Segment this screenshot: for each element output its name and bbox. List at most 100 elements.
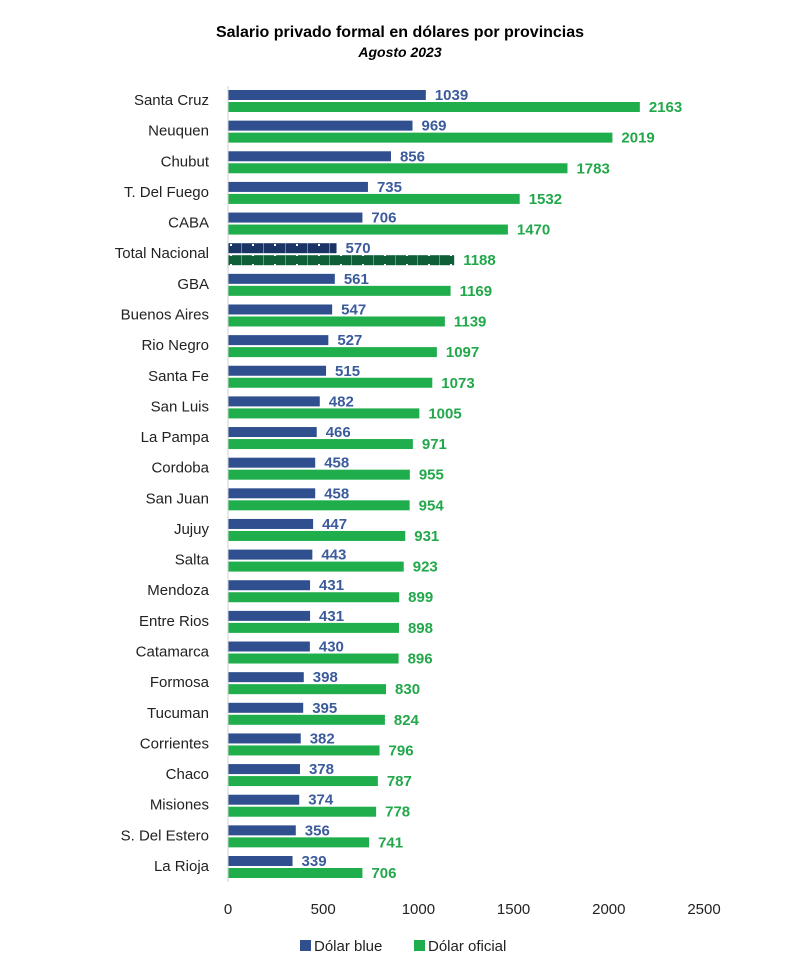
data-label-blue: 356	[305, 822, 330, 839]
category-label: San Juan	[146, 490, 209, 507]
data-label-oficial: 954	[419, 497, 445, 514]
bar-dolar-blue	[228, 764, 300, 775]
data-label-blue: 515	[335, 363, 360, 380]
category-label: Total Nacional	[115, 245, 209, 262]
data-label-oficial: 824	[394, 712, 420, 729]
data-label-blue: 482	[329, 393, 354, 410]
chart-title: Salario privado formal en dólares por pr…	[216, 24, 584, 41]
category-label: Chubut	[161, 153, 210, 170]
data-label-blue: 382	[310, 730, 335, 747]
category-label: Mendoza	[147, 582, 209, 599]
data-label-oficial: 1783	[576, 160, 609, 177]
data-label-oficial: 931	[414, 528, 439, 545]
bar-dolar-oficial	[228, 408, 420, 419]
bar-dolar-oficial	[228, 377, 433, 388]
category-label: Jujuy	[174, 521, 210, 538]
data-label-oficial: 778	[385, 804, 410, 821]
bar-dolar-blue	[228, 304, 333, 315]
data-label-blue: 735	[377, 179, 402, 196]
data-label-oficial: 796	[389, 742, 414, 759]
data-label-blue: 458	[324, 455, 349, 472]
data-label-blue: 706	[371, 210, 396, 227]
bar-dolar-oficial	[228, 347, 437, 358]
x-tick-label: 2500	[687, 901, 720, 918]
category-label: La Pampa	[141, 429, 210, 446]
bar-dolar-oficial	[228, 255, 455, 266]
data-label-oficial: 1470	[517, 222, 550, 239]
data-label-blue: 431	[319, 577, 344, 594]
bar-dolar-blue	[228, 120, 413, 131]
data-label-blue: 378	[309, 761, 334, 778]
bar-dolar-oficial	[228, 868, 363, 878]
data-label-oficial: 1169	[460, 283, 493, 300]
bar-dolar-blue	[228, 610, 311, 621]
data-label-oficial: 899	[408, 589, 433, 606]
x-axis-ticks: 0 500 1000 1500 2000 2500	[224, 901, 721, 918]
category-label: Rio Negro	[141, 337, 209, 354]
x-tick-label: 0	[224, 901, 232, 918]
bar-dolar-oficial	[228, 163, 568, 174]
bar-dolar-blue	[228, 457, 316, 468]
data-label-blue: 398	[313, 669, 338, 686]
data-label-blue: 570	[346, 240, 371, 257]
category-label: Santa Cruz	[134, 92, 209, 109]
data-label-oficial: 830	[395, 681, 420, 698]
data-label-blue: 395	[312, 700, 337, 717]
data-label-blue: 547	[341, 301, 366, 318]
bar-dolar-oficial	[228, 224, 508, 235]
bar-dolar-oficial	[228, 102, 640, 112]
data-label-blue: 1039	[435, 87, 468, 104]
data-label-blue: 969	[421, 118, 446, 135]
x-tick-label: 2000	[592, 901, 625, 918]
data-label-oficial: 955	[419, 467, 444, 484]
data-label-blue: 374	[308, 792, 334, 809]
bar-dolar-oficial	[228, 745, 380, 756]
data-label-oficial: 1139	[454, 313, 487, 330]
category-label: Neuquen	[148, 123, 209, 140]
x-tick-label: 1500	[497, 901, 530, 918]
data-label-blue: 443	[321, 547, 346, 564]
bar-dolar-oficial	[228, 837, 370, 848]
category-label: T. Del Fuego	[124, 184, 209, 201]
bar-dolar-blue	[228, 856, 293, 866]
data-label-blue: 458	[324, 485, 349, 502]
data-label-blue: 856	[400, 148, 425, 165]
data-label-blue: 447	[322, 516, 347, 533]
category-label: CABA	[168, 215, 209, 232]
data-label-oficial: 923	[413, 559, 438, 576]
legend-label-blue: Dólar blue	[314, 938, 382, 955]
bar-dolar-oficial	[228, 684, 387, 695]
bar-dolar-oficial	[228, 439, 413, 450]
bar-dolar-blue	[228, 90, 426, 100]
data-label-blue: 430	[319, 639, 344, 656]
bar-dolar-oficial	[228, 714, 385, 725]
legend-swatch-oficial	[414, 940, 425, 951]
plot-area: Santa Cruz 1039 2163 Neuquen 969 2019 Chubut 85…	[115, 87, 682, 882]
bar-dolar-blue	[228, 243, 337, 254]
bar-dolar-blue	[228, 335, 329, 346]
chart-subtitle: Agosto 2023	[357, 44, 441, 60]
data-label-oficial: 1188	[463, 252, 496, 269]
bar-dolar-oficial	[228, 316, 445, 327]
data-label-oficial: 741	[378, 834, 403, 851]
bar-dolar-blue	[228, 672, 304, 683]
data-label-oficial: 1097	[446, 344, 479, 361]
x-tick-label: 1000	[402, 901, 435, 918]
data-label-blue: 339	[302, 853, 327, 870]
category-label: La Rioja	[154, 858, 210, 875]
category-label: Tucuman	[147, 705, 209, 722]
bar-dolar-oficial	[228, 592, 400, 603]
data-label-blue: 527	[337, 332, 362, 349]
category-label: Corrientes	[140, 735, 209, 752]
bar-dolar-blue	[228, 396, 320, 407]
category-label: San Luis	[151, 398, 209, 415]
legend-swatch-blue	[300, 940, 311, 951]
data-label-oficial: 896	[408, 651, 433, 668]
category-label: Cordoba	[151, 460, 209, 477]
data-label-oficial: 1005	[428, 405, 461, 422]
legend: Dólar blue Dólar oficial	[300, 938, 506, 955]
bar-dolar-oficial	[228, 193, 520, 204]
bar-dolar-oficial	[228, 530, 406, 541]
bar-dolar-blue	[228, 794, 300, 805]
